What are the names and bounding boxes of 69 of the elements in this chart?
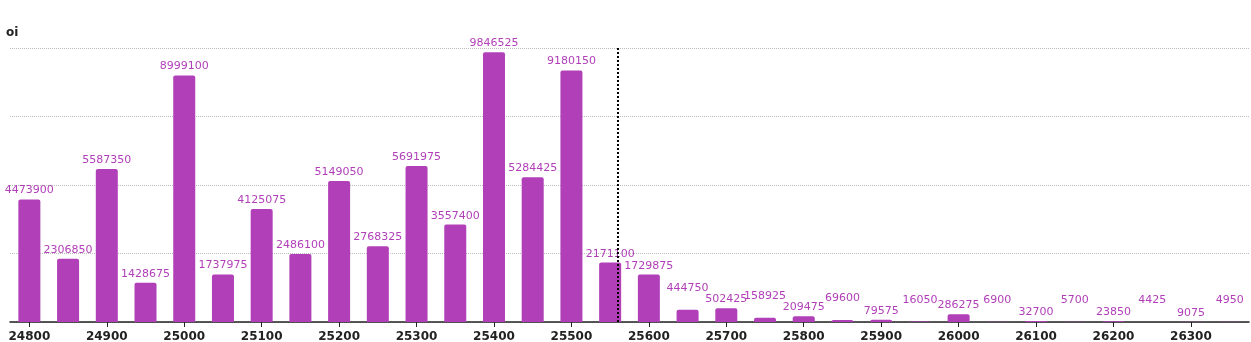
data-label: 9075 (1176, 305, 1205, 319)
data-label: 2486100 (275, 237, 325, 251)
data-label: 6900 (983, 292, 1012, 306)
x-tick-label: 25100 (240, 329, 283, 342)
data-label: 1729875 (624, 258, 674, 272)
bar (250, 208, 273, 322)
x-tick-label: 24800 (8, 329, 51, 342)
bar (18, 199, 41, 322)
x-tick-label: 25700 (705, 329, 748, 342)
bar (211, 274, 234, 322)
data-label: 2306850 (43, 242, 93, 256)
data-label: 9846525 (469, 36, 519, 50)
bar (366, 246, 389, 322)
x-tick-label: 25000 (163, 329, 206, 342)
bar (754, 317, 777, 322)
x-tick-label: 25200 (318, 329, 360, 342)
x-tick-label: 26100 (1015, 329, 1057, 342)
bar (289, 253, 312, 322)
data-label: 79575 (863, 303, 899, 317)
data-label: 9180150 (546, 54, 596, 68)
bar (792, 316, 815, 322)
data-label: 69600 (824, 291, 860, 305)
bar (947, 314, 970, 322)
data-label: 4425 (1138, 292, 1167, 306)
bar (560, 70, 583, 322)
data-label: 5284425 (508, 161, 558, 175)
data-label: 4125075 (237, 192, 287, 206)
data-label: 209475 (782, 300, 825, 314)
bar (57, 258, 80, 322)
data-label: 1428675 (121, 266, 171, 280)
x-tick-label: 26200 (1092, 329, 1135, 342)
data-label: 444750 (666, 280, 709, 294)
data-label: 5587350 (82, 152, 132, 166)
x-tick-label: 25600 (627, 329, 670, 342)
data-label: 32700 (1018, 305, 1054, 319)
bar (637, 274, 660, 322)
bar (173, 75, 196, 322)
data-label: 1737975 (198, 258, 248, 272)
data-label: 23850 (1095, 305, 1131, 319)
data-label: 2171100 (585, 246, 635, 260)
bar (444, 224, 467, 322)
data-label: 286275 (937, 298, 980, 312)
data-label: 5700 (1060, 292, 1089, 306)
bar (521, 177, 544, 322)
bar (676, 309, 699, 322)
bar (328, 180, 351, 322)
bar (95, 168, 118, 322)
x-tick-label: 25800 (782, 329, 825, 342)
data-label: 5149050 (314, 164, 364, 178)
data-label: 5691975 (392, 150, 442, 164)
bar (715, 308, 738, 322)
bar (134, 282, 157, 322)
data-label: 16050 (902, 292, 938, 306)
bar (482, 52, 505, 322)
data-label: 3557400 (430, 208, 480, 222)
x-tick-label: 25300 (395, 329, 438, 342)
x-tick-label: 25500 (550, 329, 593, 342)
bar (599, 262, 622, 322)
x-tick-label: 24900 (85, 329, 128, 342)
y-axis-title: oi (6, 25, 19, 39)
x-tick-label: 26000 (937, 329, 980, 342)
data-label: 2768325 (353, 230, 403, 244)
x-tick-label: 25400 (473, 329, 515, 342)
data-label: 8999100 (159, 59, 209, 73)
data-label: 4473900 (4, 183, 54, 197)
x-tick-label: 25900 (860, 329, 903, 342)
bar (405, 166, 428, 322)
x-tick-label: 26300 (1170, 329, 1212, 342)
data-label: 4950 (1215, 292, 1244, 306)
